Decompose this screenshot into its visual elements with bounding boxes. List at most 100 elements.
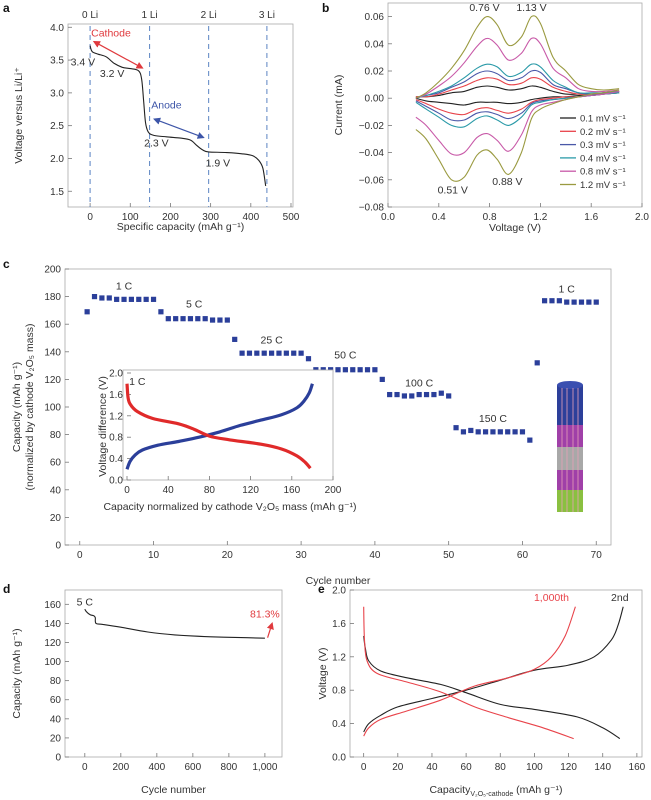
data-point	[586, 299, 592, 305]
legend-label: 0.8 mV s⁻¹	[580, 167, 626, 178]
annotation: 3.4 V	[71, 56, 96, 68]
data-point	[232, 336, 238, 342]
x-tick-label: 0	[87, 212, 93, 223]
legend-label: 0.4 mV s⁻¹	[580, 153, 626, 164]
data-point	[121, 296, 127, 302]
data-point	[372, 367, 378, 373]
x-tick-label: 20	[222, 550, 234, 561]
data-point	[136, 296, 142, 302]
reference-line-label: 3 Li	[259, 10, 275, 21]
x-tick-label: 80	[495, 762, 507, 773]
annotation: 81.3%	[250, 609, 280, 621]
y-axis-label: Voltage (V)	[317, 648, 329, 700]
y-tick-label: 20	[50, 513, 62, 524]
x-tick-label: 10	[148, 550, 160, 561]
x-axis-label-main: Capacity	[429, 784, 471, 796]
annotation: 1 C	[129, 376, 146, 388]
y-tick-label: 80	[50, 430, 62, 441]
x-tick-label: 160	[283, 485, 300, 496]
y-axis-label: Voltage difference (V)	[97, 376, 109, 477]
y-tick-label: 0.8	[332, 686, 346, 697]
y-tick-label: 60	[50, 695, 62, 706]
x-tick-label: 40	[426, 762, 438, 773]
data-point	[268, 350, 275, 356]
x-tick-label: 800	[221, 762, 238, 773]
panel-letter-a: a	[3, 1, 10, 15]
series-line	[125, 383, 312, 470]
plot-frame	[122, 369, 334, 481]
data-point	[490, 429, 496, 435]
cv-curve-lower	[415, 92, 620, 106]
data-point	[276, 350, 282, 356]
x-tick-label: 160	[629, 762, 646, 773]
data-point	[158, 309, 164, 315]
data-point	[150, 296, 157, 302]
series-line	[363, 606, 576, 737]
y-tick-label: 1.6	[109, 390, 123, 401]
plots: 0 100 200 300 400 5001.52.02.53.03.54.0Specif…	[11, 2, 649, 798]
data-point	[357, 367, 363, 373]
y-tick-label: 0.04	[365, 39, 385, 50]
y-tick-label: 120	[44, 638, 61, 649]
x-tick-label: 70	[591, 550, 603, 561]
data-point	[224, 317, 230, 323]
data-point	[512, 429, 518, 435]
chart-b: 0.0 0.4 0.8 1.2 1.6 2.0 −0.08 −0.06 −0.04 −0.02 0.…	[333, 2, 649, 234]
data-point	[593, 299, 599, 305]
legend-label: 1.2 mV s⁻¹	[580, 180, 626, 191]
y-tick-label: 0.06	[365, 12, 385, 23]
series-line	[363, 606, 574, 740]
data-point	[195, 316, 201, 322]
data-point	[578, 299, 585, 305]
series-line	[363, 635, 621, 740]
data-point	[541, 298, 548, 304]
y-tick-label: −0.02	[359, 121, 385, 132]
annotation: 100 C	[405, 377, 433, 389]
x-tick-label: 120	[242, 485, 259, 496]
y-tick-label: 140	[44, 619, 61, 630]
cylinder-layer	[557, 490, 583, 512]
y-tick-label: 20	[50, 733, 62, 744]
y-tick-label: 100	[44, 657, 61, 668]
cv-curve-lower	[415, 89, 620, 182]
data-point	[549, 298, 555, 304]
series-line	[84, 608, 265, 639]
y-axis-label: Capacity (mAh g⁻¹)	[11, 628, 23, 718]
cylinder-layer	[557, 425, 583, 447]
fiber-battery-illustration	[557, 381, 583, 512]
data-point	[209, 317, 216, 323]
annotation: 1.13 V	[516, 2, 546, 14]
y-tick-label: 100	[44, 403, 61, 414]
data-point	[556, 298, 562, 304]
y-axis-label: Capacity (mAh g⁻¹)	[11, 362, 23, 452]
x-tick-label: 400	[148, 762, 165, 773]
annotation: 50 C	[334, 350, 357, 362]
y-tick-label: 160	[44, 600, 61, 611]
x-tick-label: 300	[202, 212, 219, 223]
data-point	[394, 391, 400, 398]
x-tick-label: 50	[443, 550, 455, 561]
x-tick-label: 0.8	[483, 212, 497, 223]
data-point	[482, 429, 489, 435]
annotation: 5 C	[77, 596, 94, 608]
plot-frame	[349, 589, 643, 758]
y-tick-label: 80	[50, 676, 62, 687]
data-point	[505, 429, 511, 435]
y-tick-label: 2.0	[332, 586, 346, 597]
x-axis-label: Voltage (V)	[489, 222, 541, 234]
x-axis-label: CapacityV₂O₅-cathode (mAh g⁻¹)	[429, 784, 562, 798]
y-tick-label: 2.0	[50, 154, 64, 165]
y-tick-label: 40	[50, 485, 62, 496]
cylinder-top	[557, 381, 583, 389]
annotation: 0.51 V	[438, 184, 468, 196]
data-point	[571, 299, 577, 305]
y-tick-label: 2.5	[50, 121, 64, 132]
y-tick-label: 4.0	[50, 23, 64, 34]
y-tick-label: 0.00	[365, 94, 385, 105]
series-line	[125, 383, 314, 470]
x-tick-label: 20	[392, 762, 404, 773]
data-point	[564, 299, 570, 305]
data-point	[165, 316, 171, 322]
y-tick-label: 0.8	[109, 433, 123, 444]
x-tick-label: 1.6	[584, 212, 598, 223]
